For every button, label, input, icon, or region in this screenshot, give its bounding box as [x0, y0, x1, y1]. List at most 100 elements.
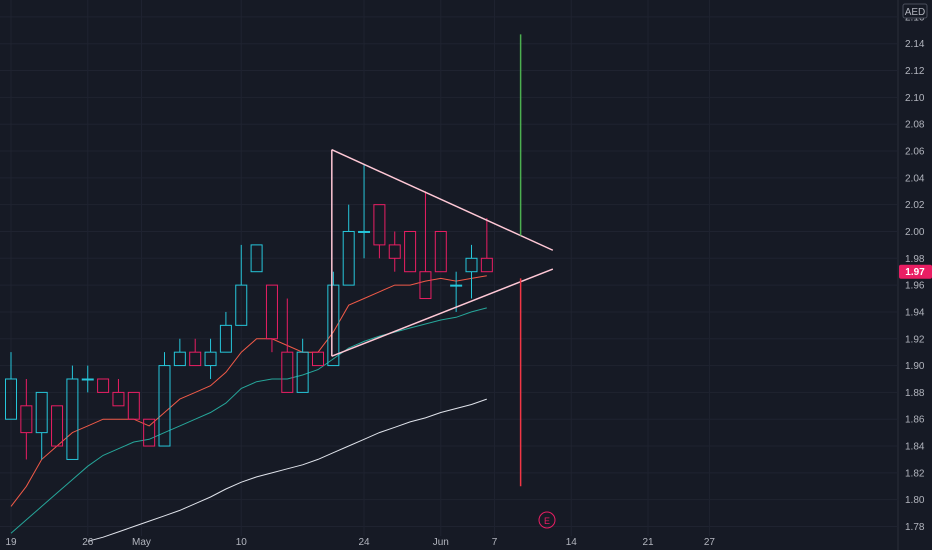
candle	[419, 191, 432, 300]
candle-body	[388, 244, 401, 259]
price-tick-label: 1.82	[905, 468, 925, 479]
candle	[281, 298, 294, 393]
last-price-box	[899, 264, 932, 279]
candle-body	[81, 378, 94, 381]
price-tick-label: 1.78	[905, 522, 925, 533]
triangle-upper-line	[331, 148, 554, 251]
candle-body	[281, 351, 294, 393]
time-tick-label: 14	[566, 537, 578, 548]
moving-average-line-2	[10, 307, 487, 534]
candle-body	[127, 391, 140, 420]
candle	[250, 244, 263, 273]
price-tick-label: 1.90	[905, 361, 925, 372]
candle-body	[97, 378, 110, 393]
candle-body	[173, 351, 186, 367]
currency-label: AED	[905, 7, 926, 18]
price-tick-label: 1.96	[905, 281, 925, 292]
candle	[66, 365, 79, 460]
price-tick-label: 2.08	[905, 120, 925, 131]
candle-body	[434, 230, 447, 273]
candle	[143, 418, 156, 447]
candle	[296, 338, 309, 393]
candle-body	[312, 351, 324, 367]
candle	[127, 391, 140, 420]
candle	[158, 352, 171, 447]
candle	[373, 204, 386, 259]
candle	[112, 378, 125, 407]
time-tick-label: 10	[236, 537, 248, 548]
candle-body	[66, 378, 79, 460]
candle-body	[373, 204, 386, 246]
price-tick-label: 1.92	[905, 334, 925, 345]
candle	[51, 405, 64, 447]
price-tick-label: 1.80	[905, 495, 925, 506]
candle-body	[51, 405, 64, 447]
candle-body	[342, 230, 355, 286]
earnings-marker[interactable]	[538, 511, 556, 529]
price-tick-label: 1.86	[905, 415, 925, 426]
moving-averages	[10, 275, 487, 542]
candle-body	[219, 324, 232, 353]
time-tick-label: 27	[704, 537, 716, 548]
candle	[189, 338, 202, 367]
candle	[81, 365, 94, 393]
last-price-label: 1.97	[905, 267, 925, 278]
candle-body	[20, 405, 33, 434]
candle-body	[465, 257, 478, 273]
candle	[173, 338, 186, 367]
price-tick-label: 2.02	[905, 200, 925, 211]
candle	[327, 271, 340, 367]
candle-body	[158, 365, 171, 447]
candle-body	[358, 230, 371, 233]
price-tick-label: 2.00	[905, 227, 925, 238]
price-tick-label: 1.88	[905, 388, 925, 399]
candle	[388, 231, 401, 272]
price-tick-label: 2.14	[905, 39, 925, 50]
time-tick-label: May	[132, 537, 151, 548]
candle	[434, 230, 447, 273]
candle-body	[450, 284, 463, 287]
time-tick-label: Jun	[433, 537, 449, 548]
candle-body	[204, 351, 217, 367]
drawings[interactable]	[331, 34, 554, 487]
price-tick-label: 1.94	[905, 307, 925, 318]
earnings-marker-label: E	[544, 516, 550, 526]
candle	[358, 164, 371, 259]
moving-average-line-1	[10, 275, 487, 507]
price-tick-label: 1.98	[905, 254, 925, 265]
candle-body	[35, 391, 48, 434]
candle-body	[143, 418, 156, 447]
time-tick-label: 26	[82, 537, 94, 548]
candle-body	[265, 284, 278, 340]
candle-body	[480, 257, 493, 273]
candle-body	[235, 284, 248, 326]
candle-body	[112, 391, 125, 407]
candle	[5, 352, 17, 420]
candle-body	[296, 351, 309, 393]
candles	[5, 164, 493, 460]
price-tick-label: 2.04	[905, 173, 925, 184]
candle	[312, 351, 324, 367]
candle-body	[250, 244, 263, 273]
currency-box	[902, 3, 928, 19]
candle	[465, 244, 478, 299]
badges: AED 1.97 E	[538, 3, 932, 529]
candle	[480, 218, 493, 273]
candle	[97, 378, 110, 393]
candle	[265, 284, 278, 353]
time-tick-label: 21	[642, 537, 654, 548]
candle	[235, 244, 248, 326]
triangle-lower-line	[331, 268, 554, 357]
candle	[219, 311, 232, 353]
moving-average-line-3	[87, 398, 487, 542]
candle-body	[327, 284, 340, 367]
price-tick-label: 1.84	[905, 442, 925, 453]
candle	[204, 338, 217, 379]
price-tick-label: 2.06	[905, 147, 925, 158]
time-tick-label: 19	[5, 537, 17, 548]
price-tick-label: 2.10	[905, 93, 925, 104]
candle	[342, 204, 355, 286]
time-axis[interactable]: 19 26 May 10 24 Jun 7 14 21 27	[5, 537, 715, 548]
